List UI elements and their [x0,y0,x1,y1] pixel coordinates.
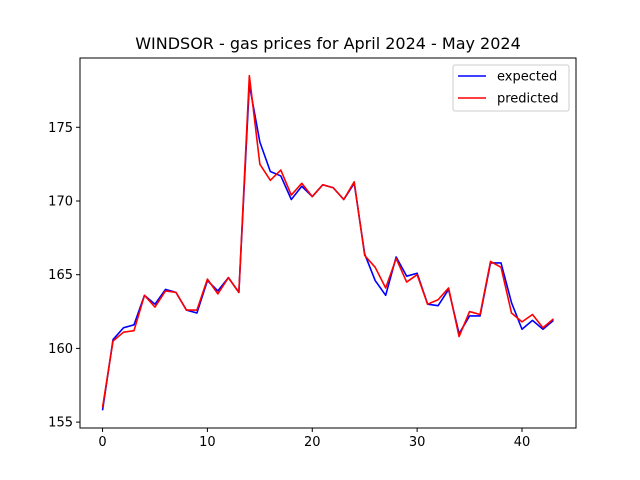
legend-label-expected: expected [497,70,557,85]
x-tick-label: 20 [304,435,321,450]
y-tick-label: 155 [48,416,73,431]
x-tick-label: 10 [199,435,216,450]
legend: expected predicted [452,64,570,112]
x-tick-label: 40 [514,435,531,450]
series-layer [101,74,554,411]
chart-title: WINDSOR - gas prices for April 2024 - Ma… [135,34,521,53]
y-tick-label: 175 [48,121,73,136]
y-tick-label: 170 [48,194,73,209]
x-axis: 0 10 20 30 40 [98,428,530,450]
y-tick-label: 165 [48,268,73,283]
series-line-predicted [101,74,554,408]
plot-area-frame [79,57,577,429]
x-tick-label: 0 [98,435,106,450]
y-axis: 155 160 165 170 175 [48,121,80,431]
series-line-expected [101,83,554,411]
y-tick-label: 160 [48,342,73,357]
legend-label-predicted: predicted [497,92,559,107]
x-tick-label: 30 [409,435,426,450]
